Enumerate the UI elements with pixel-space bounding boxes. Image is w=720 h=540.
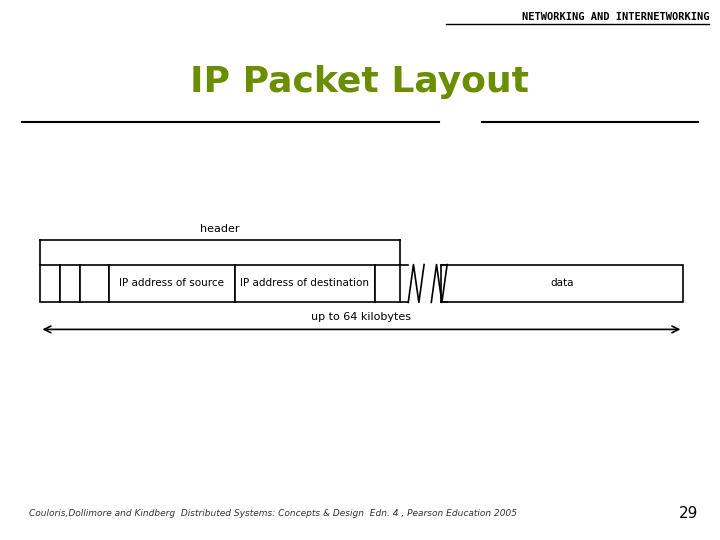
Bar bbox=[441, 265, 683, 302]
Bar bbox=[235, 265, 375, 302]
Bar bbox=[40, 265, 60, 302]
Text: header: header bbox=[200, 224, 239, 234]
Bar bbox=[80, 265, 109, 302]
Text: IP address of source: IP address of source bbox=[120, 279, 224, 288]
Text: IP address of destination: IP address of destination bbox=[240, 279, 369, 288]
Text: NETWORKING AND INTERNETWORKING: NETWORKING AND INTERNETWORKING bbox=[522, 12, 709, 22]
Text: Couloris,Dollimore and Kindberg  Distributed Systems: Concepts & Design  Edn. 4 : Couloris,Dollimore and Kindberg Distribu… bbox=[29, 509, 517, 518]
Bar bbox=[60, 265, 80, 302]
Text: data: data bbox=[550, 279, 574, 288]
Text: IP Packet Layout: IP Packet Layout bbox=[191, 65, 529, 99]
Bar bbox=[375, 265, 400, 302]
Text: 29: 29 bbox=[679, 506, 698, 521]
Text: up to 64 kilobytes: up to 64 kilobytes bbox=[312, 312, 411, 322]
Bar bbox=[109, 265, 235, 302]
